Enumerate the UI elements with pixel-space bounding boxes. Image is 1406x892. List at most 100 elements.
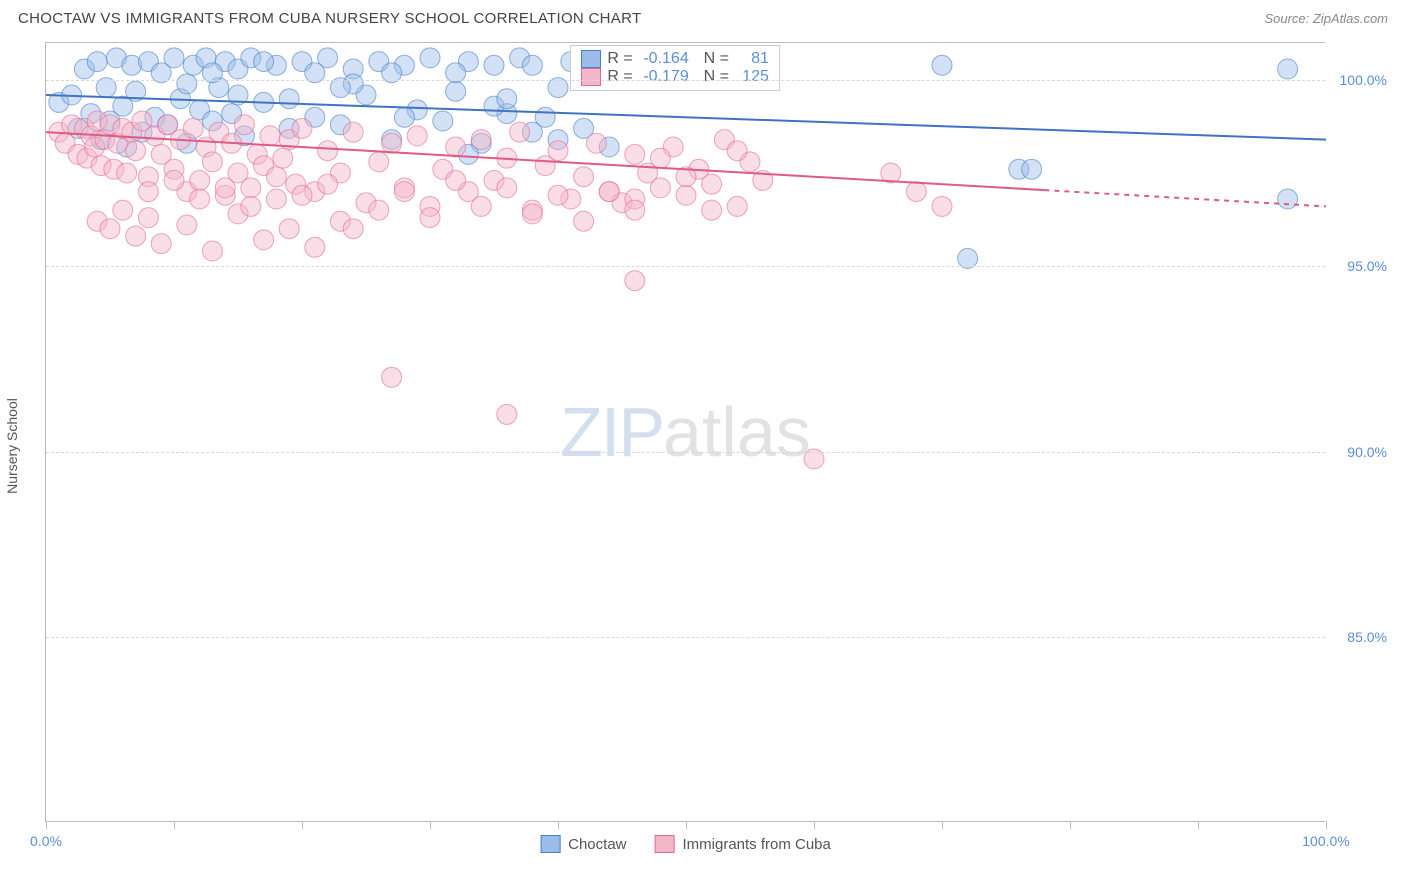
- x-tick: [1326, 821, 1327, 829]
- scatter-point: [254, 52, 274, 72]
- scatter-point: [164, 170, 184, 190]
- scatter-point: [932, 55, 952, 75]
- scatter-point: [234, 115, 254, 135]
- stats-n-value: 81: [735, 50, 769, 68]
- scatter-point: [906, 182, 926, 202]
- correlation-stats-box: R = -0.164 N = 81R = -0.179 N = 125: [570, 45, 780, 91]
- scatter-point: [625, 200, 645, 220]
- legend-item: Choctaw: [540, 835, 626, 853]
- x-tick: [942, 821, 943, 829]
- scatter-point: [117, 163, 137, 183]
- scatter-point: [574, 211, 594, 231]
- scatter-point: [484, 55, 504, 75]
- scatter-point: [382, 367, 402, 387]
- stats-r-label: R =: [607, 68, 632, 86]
- x-tick-label: 100.0%: [1302, 833, 1349, 849]
- y-axis-label: Nursery School: [4, 398, 20, 494]
- y-tick-label: 90.0%: [1332, 444, 1387, 460]
- scatter-point: [497, 178, 517, 198]
- scatter-point: [1022, 159, 1042, 179]
- scatter-point: [471, 130, 491, 150]
- scatter-point: [1278, 59, 1298, 79]
- scatter-point: [420, 208, 440, 228]
- scatter-point: [183, 118, 203, 138]
- scatter-point: [138, 182, 158, 202]
- gridline: [46, 80, 1325, 81]
- y-tick-label: 100.0%: [1332, 72, 1387, 88]
- scatter-point: [292, 118, 312, 138]
- scatter-point: [650, 148, 670, 168]
- scatter-point: [241, 178, 261, 198]
- scatter-point: [279, 89, 299, 109]
- scatter-point: [650, 178, 670, 198]
- stats-swatch: [581, 68, 601, 86]
- scatter-svg: [46, 43, 1325, 821]
- scatter-point: [190, 170, 210, 190]
- scatter-point: [433, 111, 453, 131]
- x-tick: [430, 821, 431, 829]
- gridline: [46, 266, 1325, 267]
- stats-n-label: N =: [695, 68, 729, 86]
- scatter-point: [100, 219, 120, 239]
- scatter-point: [548, 185, 568, 205]
- scatter-point: [497, 404, 517, 424]
- stats-r-value: -0.179: [639, 68, 689, 86]
- x-tick: [174, 821, 175, 829]
- scatter-point: [126, 141, 146, 161]
- stats-n-label: N =: [695, 50, 729, 68]
- scatter-point: [87, 52, 107, 72]
- scatter-point: [113, 200, 133, 220]
- source-label: Source: ZipAtlas.com: [1264, 11, 1388, 26]
- scatter-point: [266, 167, 286, 187]
- scatter-point: [446, 170, 466, 190]
- scatter-point: [260, 126, 280, 146]
- scatter-point: [369, 200, 389, 220]
- x-tick-label: 0.0%: [30, 833, 62, 849]
- x-tick: [302, 821, 303, 829]
- stats-row: R = -0.179 N = 125: [581, 68, 769, 86]
- scatter-point: [599, 182, 619, 202]
- scatter-point: [266, 189, 286, 209]
- gridline: [46, 452, 1325, 453]
- scatter-point: [625, 144, 645, 164]
- scatter-point: [318, 141, 338, 161]
- scatter-point: [177, 215, 197, 235]
- scatter-point: [535, 107, 555, 127]
- scatter-point: [446, 137, 466, 157]
- stats-n-value: 125: [735, 68, 769, 86]
- legend-item: Immigrants from Cuba: [654, 835, 830, 853]
- scatter-point: [215, 178, 235, 198]
- scatter-point: [548, 141, 568, 161]
- scatter-point: [727, 196, 747, 216]
- scatter-point: [394, 182, 414, 202]
- scatter-point: [202, 152, 222, 172]
- scatter-point: [151, 234, 171, 254]
- scatter-point: [522, 204, 542, 224]
- scatter-point: [382, 133, 402, 153]
- scatter-point: [241, 196, 261, 216]
- chart-title: CHOCTAW VS IMMIGRANTS FROM CUBA NURSERY …: [18, 10, 641, 27]
- scatter-point: [202, 241, 222, 261]
- x-tick: [1198, 821, 1199, 829]
- stats-r-value: -0.164: [639, 50, 689, 68]
- scatter-point: [273, 148, 293, 168]
- x-tick: [686, 821, 687, 829]
- scatter-point: [510, 122, 530, 142]
- scatter-point: [343, 219, 363, 239]
- legend-swatch: [540, 835, 560, 853]
- x-tick: [1070, 821, 1071, 829]
- scatter-point: [369, 152, 389, 172]
- legend-label: Immigrants from Cuba: [682, 836, 830, 853]
- gridline: [46, 637, 1325, 638]
- scatter-point: [318, 174, 338, 194]
- scatter-point: [932, 196, 952, 216]
- scatter-point: [446, 81, 466, 101]
- legend-label: Choctaw: [568, 836, 626, 853]
- scatter-point: [1278, 189, 1298, 209]
- scatter-point: [702, 200, 722, 220]
- scatter-point: [138, 208, 158, 228]
- stats-row: R = -0.164 N = 81: [581, 50, 769, 68]
- y-tick-label: 85.0%: [1332, 629, 1387, 645]
- chart-plot-area: ZIPatlas R = -0.164 N = 81R = -0.179 N =…: [45, 42, 1325, 822]
- scatter-point: [305, 237, 325, 257]
